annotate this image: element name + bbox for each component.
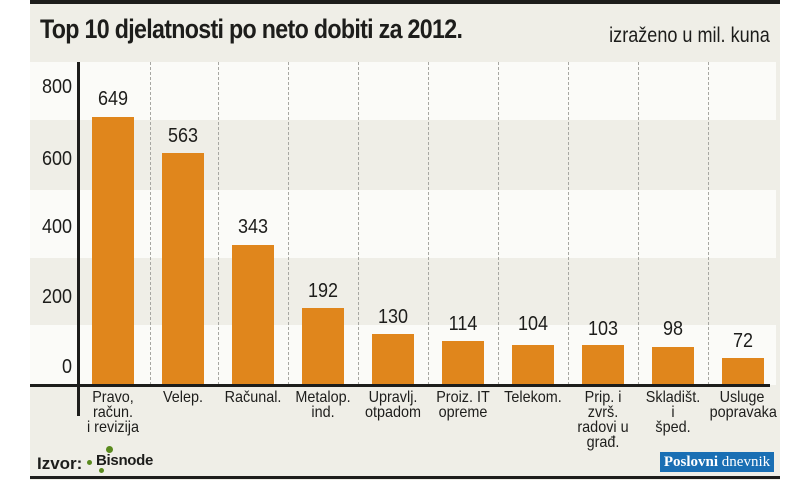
bar <box>372 334 414 385</box>
grid-band <box>30 190 776 258</box>
grid-band <box>30 258 776 325</box>
grid-separator <box>428 62 429 385</box>
chart-title: Top 10 djelatnosti po neto dobiti za 201… <box>40 14 463 44</box>
category-label: Upravlj. otpadom <box>364 389 422 421</box>
bar-value-label: 130 <box>377 306 409 328</box>
bar <box>582 345 624 385</box>
bar-value-label: 192 <box>307 280 339 302</box>
bar <box>442 341 484 385</box>
bisnode-logo-dot <box>106 446 113 453</box>
y-tick-label: 600 <box>41 148 72 170</box>
y-axis <box>77 62 80 416</box>
y-tick-label: 800 <box>41 76 72 98</box>
bar-value-label: 343 <box>237 216 269 238</box>
bisnode-logo-dot <box>99 468 104 473</box>
bar-value-label: 104 <box>517 313 549 335</box>
publisher-name-bold: Poslovni <box>663 454 719 470</box>
y-tick-label: 0 <box>61 356 72 378</box>
bar-value-label: 98 <box>662 318 684 340</box>
bar <box>512 345 554 385</box>
bar-value-label: 72 <box>732 330 754 352</box>
bar <box>302 308 344 385</box>
publisher-logo: Poslovni dnevnik <box>660 452 774 472</box>
grid-separator <box>288 62 289 385</box>
grid-separator <box>218 62 219 385</box>
bar <box>722 358 764 385</box>
bar <box>92 117 134 385</box>
category-label: Usluge popravaka <box>709 389 777 421</box>
bisnode-logo: Bisnode <box>96 452 154 469</box>
bar-value-label: 563 <box>167 125 199 147</box>
grid-separator <box>150 62 151 385</box>
bisnode-logo-dot <box>87 460 92 465</box>
bar <box>162 153 204 385</box>
x-axis <box>30 384 770 387</box>
category-label: Telekom. <box>504 389 562 406</box>
grid-band <box>30 120 776 190</box>
category-label: Velep. <box>162 389 204 406</box>
bar-value-label: 114 <box>448 313 478 335</box>
category-label: Metalop. ind. <box>295 389 351 421</box>
category-label: Računal. <box>224 389 282 406</box>
bottom-rule <box>30 476 780 479</box>
unit-note: izraženo u mil. kuna <box>609 24 770 47</box>
grid-separator <box>638 62 639 385</box>
source-label: Izvor: <box>37 454 83 473</box>
y-tick-label: 400 <box>41 216 72 238</box>
grid-band <box>30 62 776 120</box>
bar-value-label: 649 <box>97 88 129 110</box>
y-tick-label: 200 <box>41 286 72 308</box>
top-rule <box>30 0 780 4</box>
category-label: Skladišt. i šped. <box>645 389 701 436</box>
grid-separator <box>708 62 709 385</box>
bar <box>652 347 694 385</box>
publisher-name-regular: dnevnik <box>721 454 771 470</box>
category-label: Pravo, račun. i revizija <box>86 389 140 436</box>
grid-separator <box>498 62 499 385</box>
grid-separator <box>568 62 569 385</box>
bar <box>232 245 274 385</box>
bar-value-label: 103 <box>587 318 619 340</box>
category-label: Prip. i zvrš. radovi u građ. <box>577 389 629 451</box>
category-label: Proiz. IT opreme <box>436 389 490 421</box>
grid-separator <box>358 62 359 385</box>
